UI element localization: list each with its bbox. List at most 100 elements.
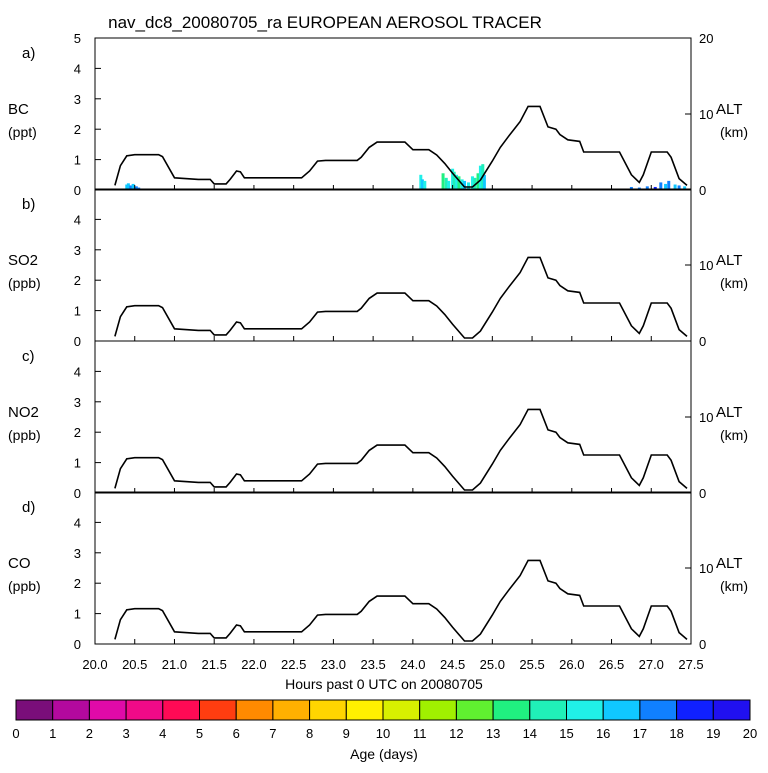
right-tick-label: 10: [699, 561, 713, 576]
colorbar: 0 1 2 3 4 5 6 7 8 9 10 11 12 13 14 15 16 17 18 19 20: [12, 699, 757, 741]
left-tick-label: 3: [74, 92, 81, 107]
colorbar-tick-label: 1: [49, 726, 56, 741]
colorbar-tick-label: 0: [12, 726, 19, 741]
bc-bar-4: [134, 186, 138, 190]
colorbar-tick-label: 12: [449, 726, 463, 741]
bc-bar-14: [455, 174, 459, 190]
alt-unit: (km): [720, 275, 748, 291]
bc-bar-3: [131, 183, 135, 190]
x-tick-label: 25.0: [480, 657, 505, 672]
colorbar-swatch: [492, 699, 531, 721]
colorbar-swatch: [345, 699, 384, 721]
colorbar-swatch: [52, 699, 90, 721]
panel-letter: a): [22, 45, 35, 62]
panels-group: 01234501020a)BC(ppt)ALT(km)01234010b)SO2…: [8, 31, 748, 652]
colorbar-swatch: [15, 699, 54, 721]
left-tick-label: 2: [74, 122, 81, 137]
colorbar-tick-label: 5: [196, 726, 203, 741]
colorbar-tick-label: 15: [559, 726, 573, 741]
panel-no2: 0 1 2 3 4 0 10 c) NO2 (ppb) ALT (km): [8, 340, 748, 501]
left-tick-label: 3: [74, 395, 81, 410]
chart-title: nav_dc8_20080705_ra EUROPEAN AEROSOL TRA…: [108, 13, 542, 32]
colorbar-tick-label: 4: [159, 726, 166, 741]
left-tick-label: 4: [74, 61, 81, 76]
species-unit: (ppt): [8, 124, 37, 140]
x-tick-label: 23.0: [321, 657, 346, 672]
x-tick-label: 26.5: [599, 657, 624, 672]
left-tick-label: 1: [74, 607, 81, 622]
bc-bar-35: [683, 186, 687, 190]
colorbar-tick-label: 19: [706, 726, 720, 741]
left-tick-label: 1: [74, 456, 81, 471]
right-tick-label: 10: [699, 107, 713, 122]
left-tick-label: 4: [74, 364, 81, 379]
bc-bar-29: [653, 186, 657, 190]
colorbar-swatch: [235, 699, 274, 721]
bc-bar-9: [441, 173, 445, 190]
species-label: CO: [8, 555, 31, 572]
panel-co: 0 1 2 3 4 0 10 d) CO (ppb) ALT (km): [8, 491, 748, 652]
panel-so2: 0 1 2 3 4 0 10 b) SO2 (ppb) ALT (km): [8, 188, 748, 349]
left-tick-label: 2: [74, 273, 81, 288]
left-tick-label: 5: [74, 31, 81, 46]
colorbar-swatch: [712, 699, 751, 721]
alt-unit: (km): [720, 124, 748, 140]
colorbar-tick-label: 18: [669, 726, 683, 741]
colorbar-swatch: [602, 699, 641, 721]
panel-frame: [94, 37, 692, 191]
bc-bar-30: [659, 182, 663, 190]
panel-bc: 0 1 2 3 4 5 0 10 20 a) BC (ppt) ALT (km): [8, 31, 748, 198]
altitude-line-so2: [114, 256, 688, 339]
x-axis: 20.0 20.5 21.0 21.5 22.0 22.5 23.0 23.5 24.0 24.5…: [82, 657, 703, 672]
colorbar-tick-label: 11: [413, 726, 427, 741]
colorbar-swatch: [676, 699, 714, 721]
panel-frame: [94, 340, 692, 494]
x-tick-label: 21.0: [162, 657, 187, 672]
x-axis-label: Hours past 0 UTC on 20080705: [285, 676, 483, 692]
bc-bar-17: [463, 180, 467, 190]
species-unit: (ppb): [8, 275, 41, 291]
species-label: BC: [8, 101, 29, 118]
colorbar-tick-label: 16: [596, 726, 610, 741]
x-tick-label: 20.0: [82, 657, 107, 672]
bc-bar-26: [629, 186, 633, 190]
colorbar-swatch: [162, 699, 201, 721]
altitude-line-co: [114, 559, 688, 642]
right-tick-label: 10: [699, 258, 713, 273]
alt-unit: (km): [720, 578, 748, 594]
alt-label: ALT: [716, 101, 742, 118]
bc-bar-24: [482, 174, 486, 190]
left-tick-label: 0: [74, 486, 81, 501]
colorbar-swatch: [382, 699, 421, 721]
bc-bar-11: [447, 180, 451, 190]
x-tick-label: 26.0: [559, 657, 584, 672]
bc-bar-34: [677, 185, 681, 190]
left-tick-label: 1: [74, 153, 81, 168]
bc-bar-28: [645, 186, 649, 190]
alt-label: ALT: [716, 404, 742, 421]
left-tick-label: 3: [74, 243, 81, 258]
bc-bar-13: [452, 171, 456, 190]
bc-bar-8: [423, 180, 427, 190]
colorbar-swatch: [199, 699, 237, 721]
altitude-line-bc: [114, 105, 688, 188]
bc-bar-19: [470, 176, 474, 190]
bc-bar-12: [451, 168, 455, 190]
bc-bar-15: [457, 176, 461, 190]
panel-letter: d): [22, 499, 35, 516]
species-label: SO2: [8, 252, 38, 269]
x-tick-label: 23.5: [360, 657, 385, 672]
panel-frame: [94, 491, 692, 645]
x-tick-label: 22.0: [241, 657, 266, 672]
left-tick-label: 3: [74, 546, 81, 561]
bc-bar-2: [129, 185, 133, 190]
colorbar-swatch: [529, 699, 567, 721]
colorbar-swatch: [455, 699, 494, 721]
colorbar-swatch: [419, 699, 457, 721]
species-unit: (ppb): [8, 427, 41, 443]
left-tick-label: 2: [74, 425, 81, 440]
right-tick-label: 10: [699, 410, 713, 425]
colorbar-label: Age (days): [350, 746, 418, 762]
